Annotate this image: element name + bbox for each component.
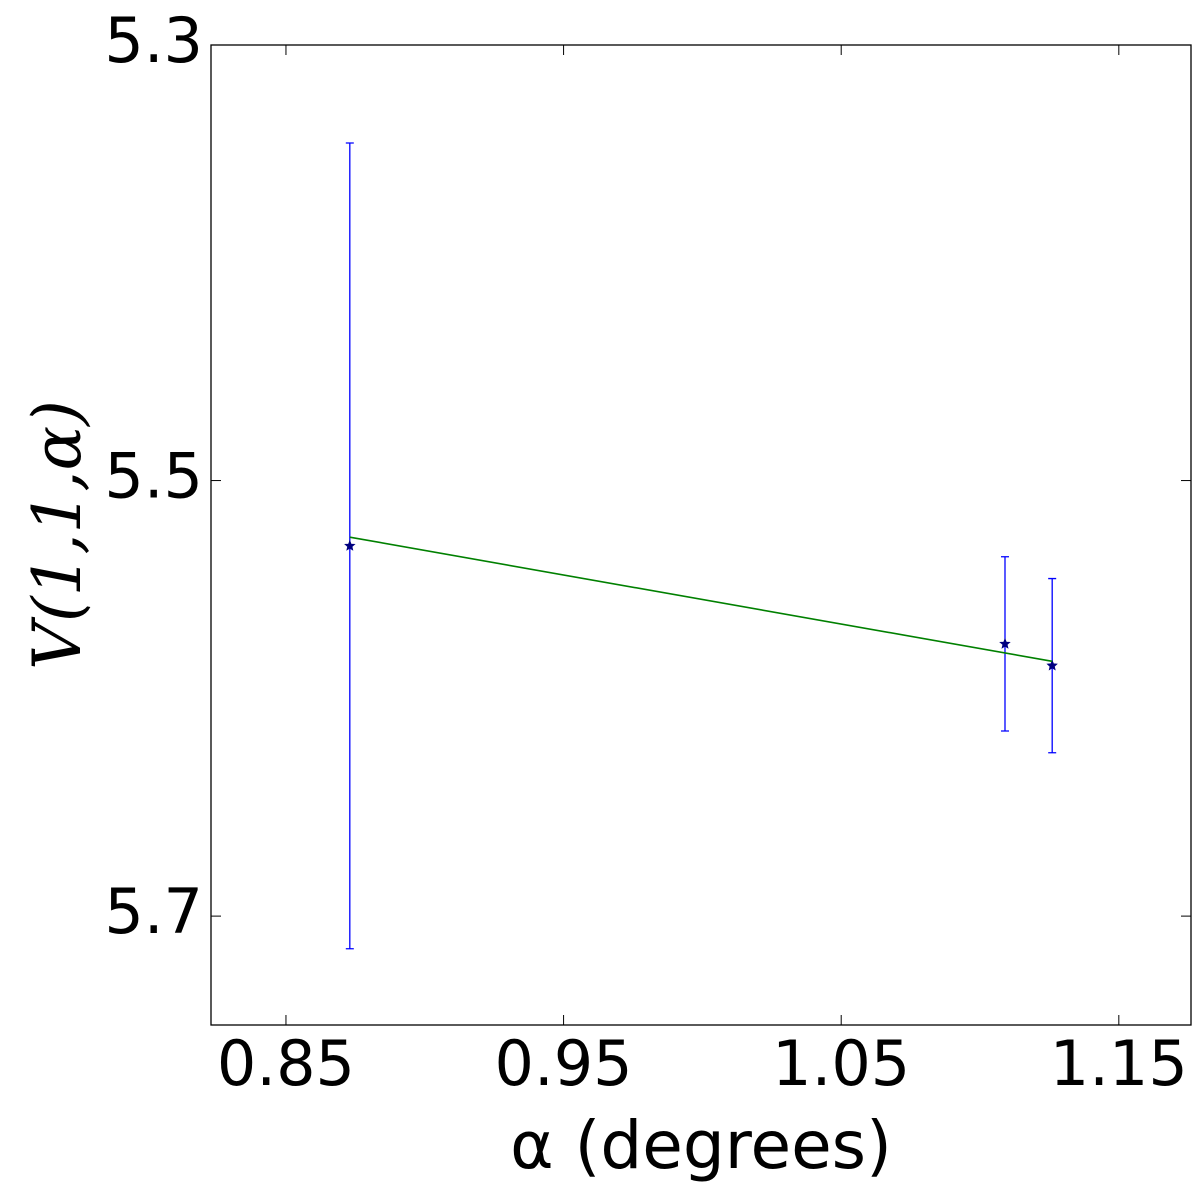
plot-frame [210, 44, 1192, 1026]
fit-line [349, 536, 1053, 663]
y-tick-label: 5.3 [104, 4, 203, 77]
x-tick-label: 0.85 [217, 1027, 355, 1100]
y-tick-label: 5.5 [104, 440, 203, 513]
x-tick-label: 0.95 [495, 1027, 633, 1100]
x-tick-label: 1.05 [772, 1027, 910, 1100]
x-tick-label: 1.15 [1050, 1027, 1188, 1100]
y-tick-label: 5.7 [104, 875, 203, 948]
data-point [1046, 659, 1058, 671]
data-point [999, 637, 1011, 649]
data-point [344, 539, 356, 551]
x-axis-label: α (degrees) [510, 1107, 892, 1184]
y-axis-label: V(1,1,α) [19, 400, 96, 670]
